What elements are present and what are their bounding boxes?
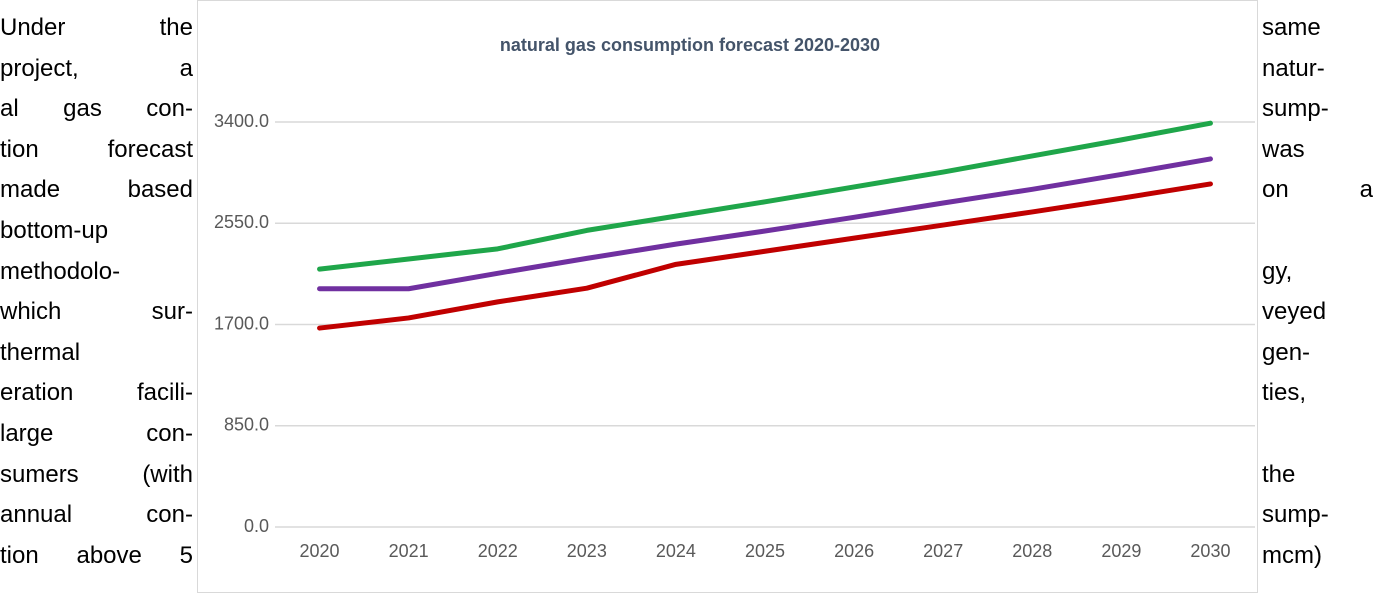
text-line: large con- [0, 420, 193, 447]
y-tick-label: 2550.0 [214, 212, 269, 232]
text-line: sump- [1262, 95, 1329, 123]
series-line [317, 156, 1213, 292]
right-text-column: same natur-sump-was on a gy, veyed gen-ties, t… [1262, 0, 1373, 594]
text-line: mcm) [1262, 541, 1322, 569]
y-tick-label: 850.0 [224, 415, 269, 435]
series-line [317, 181, 1213, 331]
x-tick-label: 2026 [834, 541, 874, 561]
text-line: gen- [1262, 338, 1311, 366]
text-line: the [1262, 460, 1296, 488]
x-tick-label: 2020 [300, 541, 340, 561]
y-tick-label: 3400.0 [214, 111, 269, 131]
text-line: on a [1262, 176, 1373, 204]
text-line: annual con- [0, 501, 193, 529]
text-line: veyed [1262, 298, 1327, 326]
text-line: bottom-up [0, 217, 109, 244]
text-line: al gas con- [0, 95, 193, 123]
text-line: ties, [1262, 379, 1307, 407]
text-line: sump- [1262, 501, 1329, 529]
text-line: same [1262, 14, 1321, 41]
x-tick-label: 2025 [745, 541, 785, 561]
x-tick-label: 2022 [478, 541, 518, 561]
left-text-column: Under the project, a al gas con-tion forec… [0, 0, 193, 594]
x-tick-label: 2027 [923, 541, 963, 561]
x-tick-label: 2028 [1012, 541, 1052, 561]
y-tick-label: 1700.0 [214, 313, 269, 333]
text-line: gy, [1262, 257, 1293, 285]
series-line [317, 120, 1213, 272]
chart-title: natural gas consumption forecast 2020-20… [500, 35, 880, 55]
text-line: tion forecast [0, 135, 193, 163]
chart-border [197, 0, 1258, 593]
text-line: made based [0, 176, 193, 204]
x-tick-label: 2021 [389, 541, 429, 561]
text-line: thermal [0, 338, 81, 366]
text-line: tion above 5 [0, 541, 193, 569]
text-line: which sur- [0, 298, 193, 326]
x-tick-label: 2029 [1101, 541, 1141, 561]
x-tick-label: 2030 [1190, 541, 1230, 561]
text-line: eration facili- [0, 379, 193, 407]
text-line: natur- [1262, 54, 1325, 82]
x-tick-label: 2024 [656, 541, 696, 561]
chart: natural gas consumption forecast 2020-20… [197, 0, 1258, 593]
text-line: project, a [0, 54, 193, 82]
x-tick-label: 2023 [567, 541, 607, 561]
text-line: methodolo- [0, 257, 121, 285]
text-line: sumers (with [0, 460, 193, 488]
y-tick-label: 0.0 [244, 516, 269, 536]
text-line: Under the [0, 14, 193, 41]
text-line: was [1262, 135, 1305, 163]
